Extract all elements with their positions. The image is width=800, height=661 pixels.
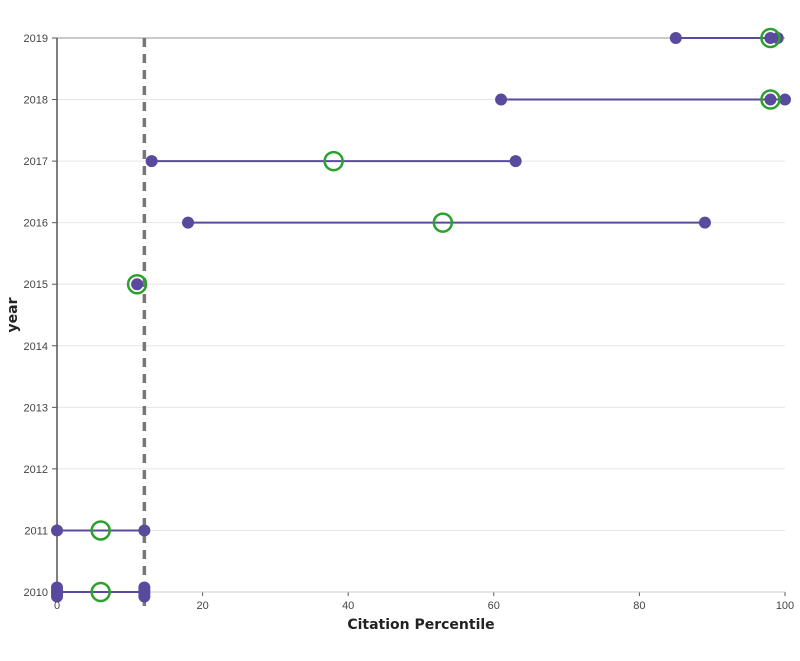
x-tick-label-20: 20 (196, 600, 208, 612)
data-point-2019 (669, 32, 682, 44)
data-point-2011 (138, 524, 151, 537)
median-marker-2010 (90, 581, 111, 603)
data-point-2018 (495, 93, 508, 106)
data-points (51, 32, 791, 603)
median-marker-2016 (432, 212, 454, 233)
x-axis-title: Citation Percentile (347, 617, 494, 633)
median-marker-2011 (90, 520, 111, 541)
y-tick-label-2018: 2018 (24, 95, 48, 107)
y-tick-label-2010: 2010 (24, 587, 48, 599)
range-lines (57, 37, 785, 593)
data-point-2017 (145, 155, 158, 168)
x-tick-label-60: 60 (488, 600, 500, 612)
y-axis-title: year (5, 297, 21, 332)
data-point-2016 (182, 216, 195, 229)
axes (56, 38, 785, 593)
data-point-2010 (51, 590, 63, 603)
y-tick-label-2016: 2016 (24, 218, 48, 230)
median-markers (90, 27, 781, 603)
y-tick-label-2011: 2011 (24, 525, 48, 537)
tick-labels: 2010 2011 2012 2013 2014 2015 2016 2017 2018 2019… (24, 33, 795, 612)
x-tick-label-80: 80 (633, 600, 645, 612)
data-point-2016 (698, 216, 711, 229)
data-point-2018 (779, 93, 791, 106)
y-tick-label-2015: 2015 (24, 279, 48, 291)
median-marker-2015 (126, 273, 148, 295)
x-tick-label-40: 40 (342, 600, 354, 612)
median-marker-2018 (760, 89, 781, 110)
data-point-2019 (771, 32, 784, 44)
y-tick-label-2017: 2017 (24, 156, 48, 168)
median-marker-2019 (760, 27, 781, 49)
data-point-2011 (51, 524, 63, 537)
median-marker-2017 (323, 150, 344, 172)
y-tick-label-2013: 2013 (24, 402, 48, 414)
x-tick-label-100: 100 (776, 600, 794, 612)
gridlines (52, 37, 786, 596)
data-point-2017 (509, 155, 522, 168)
y-tick-label-2019: 2019 (24, 33, 48, 45)
y-tick-label-2014: 2014 (24, 341, 48, 353)
x-tick-label-0: 0 (54, 600, 60, 612)
data-point-2018 (764, 93, 777, 106)
data-point-2010 (138, 590, 151, 603)
y-tick-label-2012: 2012 (24, 464, 48, 476)
data-point-2015 (131, 278, 144, 291)
